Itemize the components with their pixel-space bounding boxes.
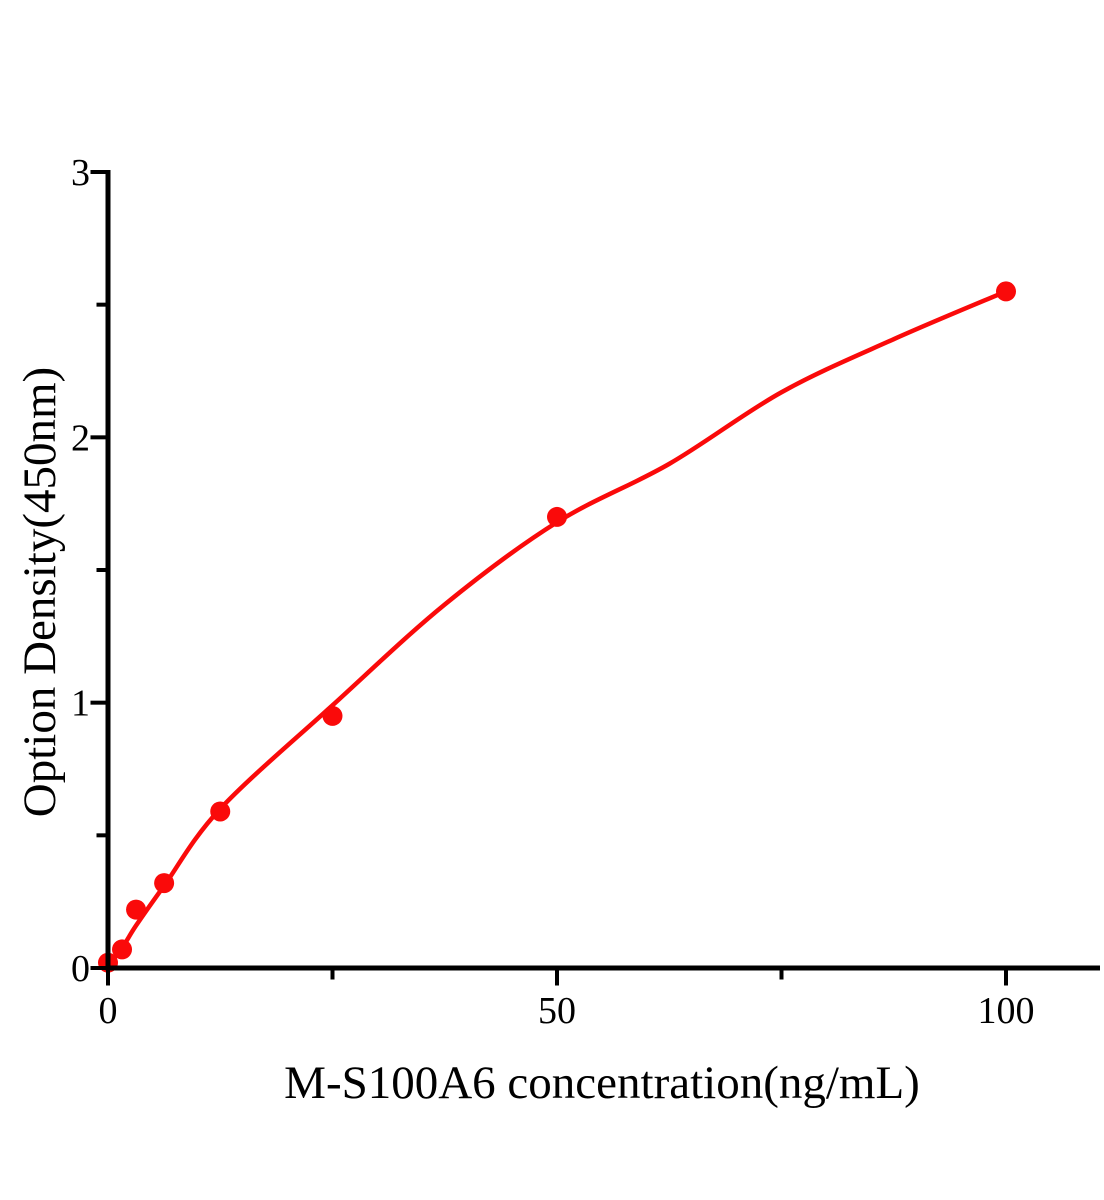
data-point — [210, 801, 231, 822]
data-point — [126, 899, 147, 920]
data-points-layer — [98, 281, 1016, 973]
axes-layer — [90, 170, 1100, 986]
data-point — [322, 705, 343, 726]
y-tick-label: 0 — [71, 948, 90, 990]
y-tick-label: 3 — [71, 152, 90, 194]
y-tick-label: 1 — [71, 683, 90, 725]
fit-curve-layer — [105, 289, 1009, 968]
x-tick-label: 50 — [538, 990, 576, 1032]
y-tick-label: 2 — [71, 417, 90, 459]
tick-labels-layer: 0 50 100 0 1 2 3 — [71, 152, 1035, 1032]
x-axis-title: M-S100A6 concentration(ng/mL) — [284, 1057, 920, 1109]
fit-curve — [105, 289, 1009, 968]
data-point — [154, 873, 175, 894]
x-tick-label: 0 — [99, 990, 118, 1032]
x-tick-label: 100 — [978, 990, 1035, 1032]
data-point — [996, 281, 1016, 302]
y-axis-title: Option Density(450nm) — [14, 367, 66, 817]
data-point — [547, 506, 567, 527]
data-point — [112, 939, 133, 960]
